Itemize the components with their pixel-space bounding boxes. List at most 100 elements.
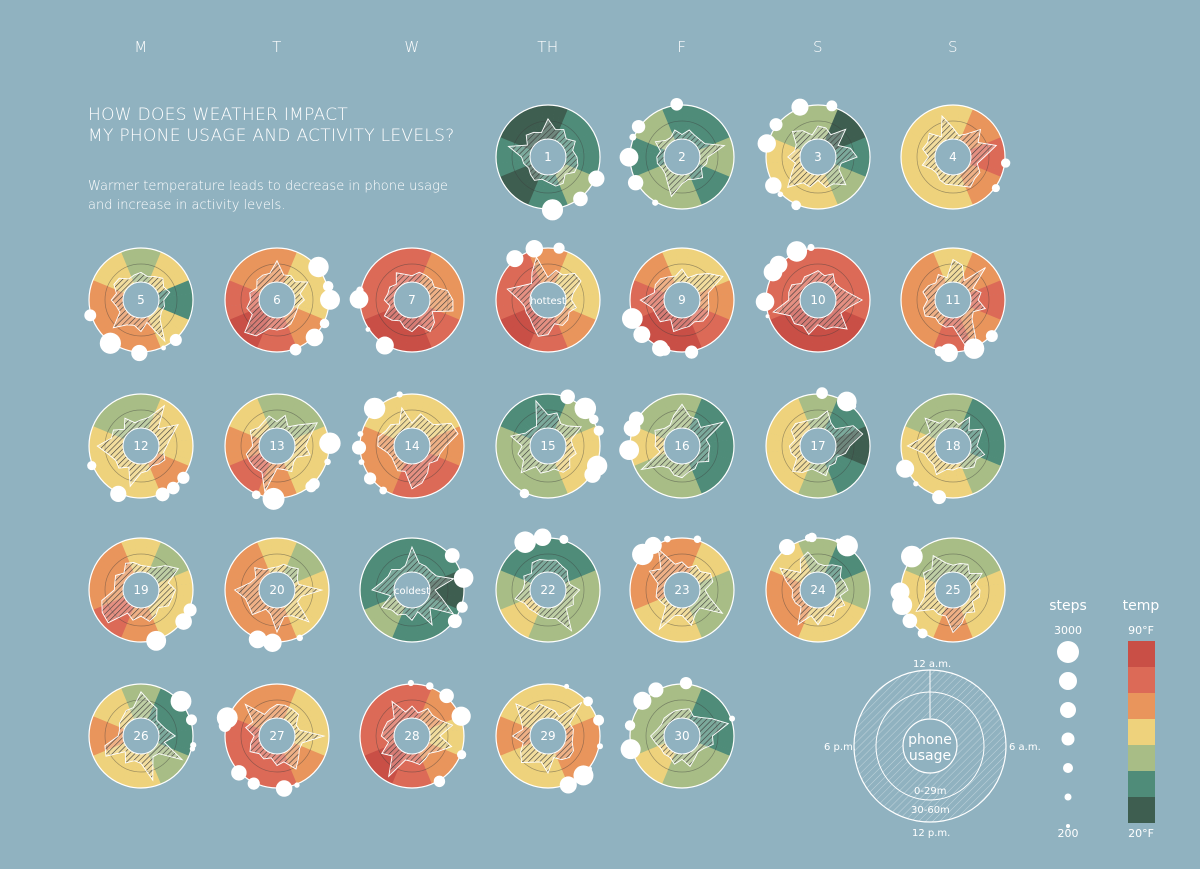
step-dot <box>902 613 918 629</box>
weekday-monday: M <box>134 38 148 56</box>
step-dot <box>186 714 197 726</box>
day-label: 20 <box>269 583 284 597</box>
steps-legend-title: steps <box>1049 598 1087 614</box>
day-glyph: 4 <box>900 104 1011 210</box>
steps-min-label: 200 <box>1057 827 1079 840</box>
step-dot <box>596 743 604 750</box>
day-label: coldest <box>394 586 430 597</box>
step-dot <box>349 289 369 309</box>
step-dot <box>896 459 915 478</box>
day-glyph: 22 <box>495 528 601 643</box>
step-dot <box>765 314 770 319</box>
day-glyph: 16 <box>619 393 735 499</box>
day-label: 25 <box>945 583 960 597</box>
step-dot <box>262 487 285 510</box>
step-dot <box>627 174 644 191</box>
step-dot <box>778 539 796 556</box>
day-glyph: 28 <box>359 679 471 789</box>
step-dot <box>305 328 324 347</box>
step-dot <box>357 431 364 437</box>
step-dot <box>506 250 524 268</box>
step-dot <box>648 682 664 698</box>
step-dot <box>765 177 782 194</box>
step-dot <box>835 538 841 544</box>
step-dot <box>934 346 946 357</box>
step-dot <box>769 118 783 132</box>
step-dot <box>84 309 97 322</box>
temp-color-swatch <box>1128 745 1155 771</box>
step-dot <box>519 488 530 499</box>
temp-color-swatch <box>1128 719 1155 745</box>
step-dot <box>379 486 388 495</box>
step-dot <box>629 133 637 141</box>
step-dot <box>890 582 910 602</box>
example-center-line-1: phone <box>908 732 952 748</box>
steps-size-dot <box>1063 763 1073 773</box>
step-dot <box>444 548 460 563</box>
step-dot <box>769 255 788 274</box>
day-label: 13 <box>269 439 284 453</box>
title-line-2: MY PHONE USAGE AND ACTIVITY LEVELS? <box>88 126 455 146</box>
page-title: HOW DOES WEATHER IMPACT MY PHONE USAGE A… <box>88 105 455 147</box>
step-dot <box>807 532 817 543</box>
day-glyph: 3 <box>757 98 871 211</box>
day-glyph: 7 <box>349 247 465 355</box>
example-label-top: 12 a.m. <box>913 659 952 670</box>
step-dot <box>525 240 544 258</box>
day-label: 2 <box>678 150 686 164</box>
step-dot <box>583 696 593 707</box>
day-glyph: 14 <box>351 391 465 499</box>
step-dot <box>553 242 565 254</box>
step-dot <box>670 97 684 111</box>
step-dot <box>87 461 97 471</box>
day-label: 15 <box>540 439 555 453</box>
steps-size-dot <box>1061 732 1075 746</box>
day-glyph: 26 <box>88 683 197 789</box>
step-dot <box>560 389 575 405</box>
temp-color-swatch <box>1128 641 1155 667</box>
steps-size-dot <box>1060 702 1076 718</box>
step-dot <box>631 119 646 134</box>
day-glyph: 1 <box>495 104 605 221</box>
step-dot <box>786 241 808 262</box>
steps-size-dot <box>1066 824 1070 828</box>
step-dot <box>849 402 857 410</box>
step-dot <box>624 720 636 731</box>
step-dot <box>110 485 127 502</box>
steps-size-dot <box>1059 672 1077 690</box>
example-label-left: 6 p.m. <box>824 742 856 753</box>
step-dot <box>573 191 588 207</box>
step-dot <box>175 613 192 630</box>
step-dot <box>177 471 190 484</box>
day-glyph: 10 <box>755 241 871 353</box>
step-dot <box>101 335 114 348</box>
step-dot <box>985 330 998 343</box>
steps-size-dot <box>1064 793 1072 801</box>
step-dot <box>1001 158 1011 168</box>
step-dot <box>628 411 644 427</box>
day-label: 7 <box>408 293 416 307</box>
temp-legend-title: temp <box>1122 598 1160 614</box>
page-subtitle: Warmer temperature leads to decrease in … <box>88 177 448 215</box>
step-dot <box>131 344 148 362</box>
step-dot <box>932 490 947 505</box>
example-label-right: 6 a.m. <box>1009 742 1041 753</box>
step-dot <box>514 531 536 553</box>
step-dot <box>319 432 341 454</box>
day-label: 22 <box>540 583 555 597</box>
day-label: 6 <box>273 293 281 307</box>
temp-color-swatch <box>1128 771 1155 797</box>
day-label: 5 <box>137 293 145 307</box>
step-dot <box>619 440 640 460</box>
step-dot <box>183 603 197 617</box>
step-dot <box>166 481 180 495</box>
step-dot <box>586 455 608 477</box>
step-dot <box>457 749 467 760</box>
step-dot <box>963 338 985 359</box>
day-glyph: 9 <box>621 247 735 359</box>
day-glyph: hottest <box>495 240 601 353</box>
day-glyph: 24 <box>765 532 871 643</box>
